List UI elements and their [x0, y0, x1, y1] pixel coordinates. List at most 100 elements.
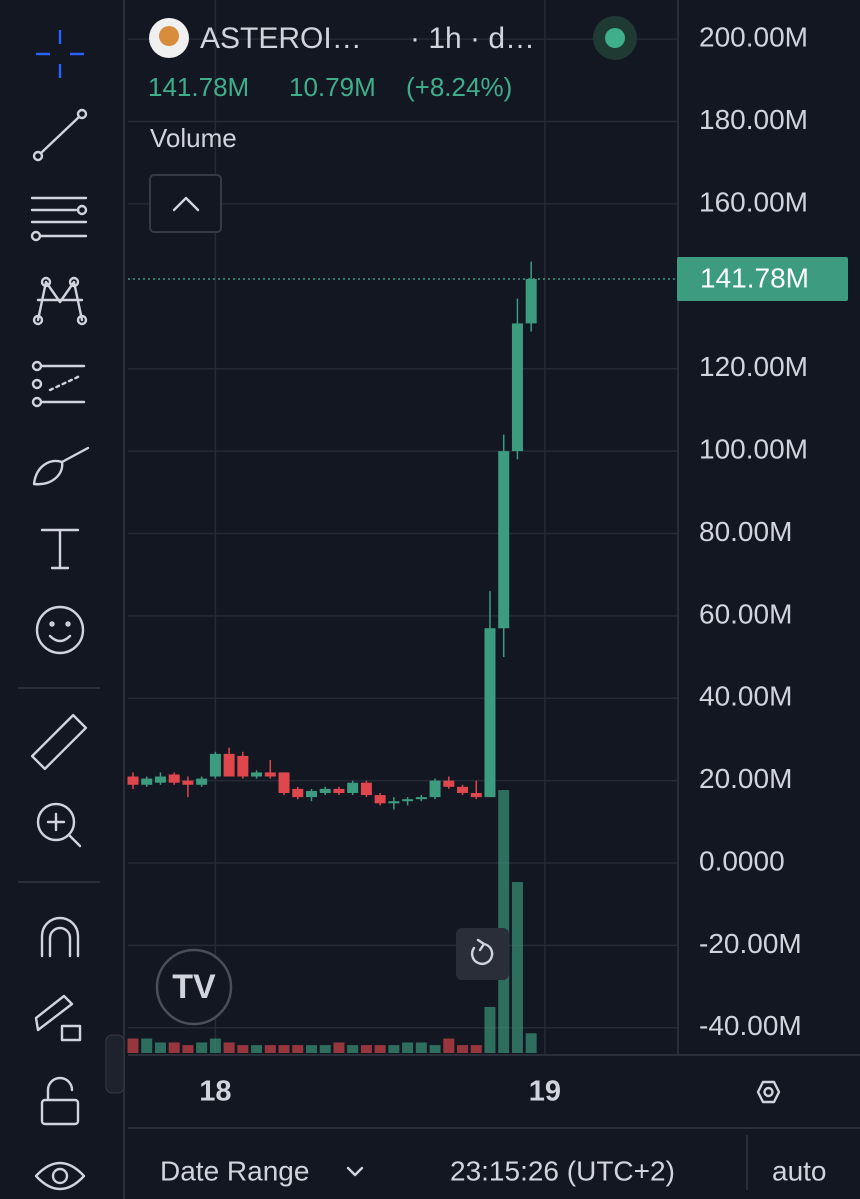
toolbar	[18, 30, 125, 1191]
volume-bar	[347, 1045, 359, 1053]
candle-body	[429, 780, 441, 798]
interval[interactable]: · 1h · d…	[410, 22, 535, 55]
crosshair-tool[interactable]	[36, 30, 84, 78]
volume-bar	[264, 1045, 276, 1053]
y-tick-label: 0.0000	[699, 845, 785, 876]
volume-bar	[443, 1038, 455, 1053]
magnet-tool[interactable]	[40, 916, 80, 958]
y-tick-label: 40.00M	[699, 681, 792, 712]
trend-line-tool[interactable]	[32, 108, 88, 162]
date-range[interactable]: Date Range	[160, 1155, 309, 1186]
symbol-name[interactable]: ASTEROI…	[200, 22, 362, 55]
y-tick-label: 20.00M	[699, 763, 792, 794]
collapse-handle[interactable]	[105, 1034, 125, 1094]
y-tick-label: 120.00M	[699, 351, 808, 382]
candle-body	[264, 772, 276, 777]
volume-bar	[223, 1042, 235, 1053]
y-tick-label: 200.00M	[699, 22, 808, 53]
volume-bar	[196, 1042, 208, 1053]
candle-body	[484, 628, 496, 798]
volume-bar	[374, 1045, 386, 1053]
volume-bar	[511, 882, 523, 1053]
volume-bar	[305, 1045, 317, 1053]
last-price-label: 141.78M	[700, 262, 809, 293]
candle-body	[223, 753, 235, 777]
volume-bar	[278, 1045, 290, 1053]
y-tick-label: -40.00M	[699, 1010, 802, 1041]
dropdown-caret	[346, 1166, 364, 1177]
candle-body	[251, 772, 263, 777]
header-value: 10.79M	[289, 72, 376, 102]
settings-icon[interactable]	[756, 1080, 781, 1104]
candle-body	[141, 778, 153, 785]
candle-body	[457, 786, 469, 794]
scale-mode[interactable]: auto	[772, 1155, 827, 1186]
volume-bar	[360, 1045, 372, 1053]
y-tick-label: 160.00M	[699, 186, 808, 217]
fib-tool[interactable]	[30, 196, 88, 242]
candle-body	[498, 451, 510, 629]
chevron-up	[172, 196, 200, 212]
candle-body	[305, 790, 317, 798]
reset-button[interactable]	[456, 928, 509, 980]
candle-body	[182, 780, 194, 785]
volume-bar	[251, 1045, 263, 1053]
brush-tool[interactable]	[32, 446, 90, 486]
header-value: (+8.24%)	[406, 72, 512, 102]
y-tick-label: 60.00M	[699, 598, 792, 629]
header-value: 141.78M	[148, 72, 249, 102]
prediction-tool[interactable]	[31, 360, 86, 408]
candle-body	[470, 793, 482, 798]
volume-bar	[319, 1045, 331, 1053]
candle-body	[278, 772, 290, 794]
reset-icon	[470, 938, 494, 965]
volume-bar	[484, 1006, 496, 1053]
symbol-logo-face	[159, 26, 179, 46]
y-tick-label: -20.00M	[699, 928, 802, 959]
candle-body	[237, 755, 249, 777]
candle-body	[154, 776, 166, 783]
text-tool[interactable]	[40, 528, 80, 570]
candle-body	[319, 788, 331, 794]
pattern-tool[interactable]	[32, 276, 88, 326]
collapse-button[interactable]	[149, 174, 222, 233]
volume-bar	[388, 1045, 400, 1053]
zoom-tool[interactable]	[36, 802, 82, 848]
emoji-tool[interactable]	[35, 605, 85, 655]
candle-body	[127, 776, 139, 785]
visibility[interactable]	[34, 1161, 86, 1191]
candle-body	[333, 788, 345, 794]
volume-bar	[525, 1033, 537, 1053]
volume-bar	[141, 1038, 153, 1053]
volume-bar	[429, 1045, 441, 1053]
y-tick-label: 180.00M	[699, 104, 808, 135]
candle-body	[511, 323, 523, 452]
volume-bar	[333, 1042, 345, 1053]
y-tick-label: 80.00M	[699, 516, 792, 547]
volume-bar	[168, 1042, 180, 1053]
volume-bar	[237, 1045, 249, 1053]
ruler-tool[interactable]	[30, 713, 88, 771]
candle-body	[525, 278, 537, 324]
candle-body	[402, 799, 414, 802]
candle-body	[209, 753, 221, 777]
x-tick-label: 18	[199, 1076, 231, 1108]
volume-bar	[415, 1042, 427, 1053]
last-price-tag	[677, 256, 848, 301]
tv-logo	[155, 948, 233, 1026]
volume-bar	[209, 1038, 221, 1053]
lock-drawings[interactable]	[34, 994, 82, 1042]
volume-bar	[457, 1045, 469, 1053]
candle-body	[360, 782, 372, 796]
volume-bar	[470, 1045, 482, 1053]
status-dot	[605, 28, 625, 48]
candle-body	[168, 774, 180, 783]
candle-body	[196, 778, 208, 785]
candle-body	[415, 797, 427, 800]
volume-bar	[292, 1045, 304, 1053]
unlock[interactable]	[40, 1076, 80, 1126]
candle-body	[374, 795, 386, 804]
